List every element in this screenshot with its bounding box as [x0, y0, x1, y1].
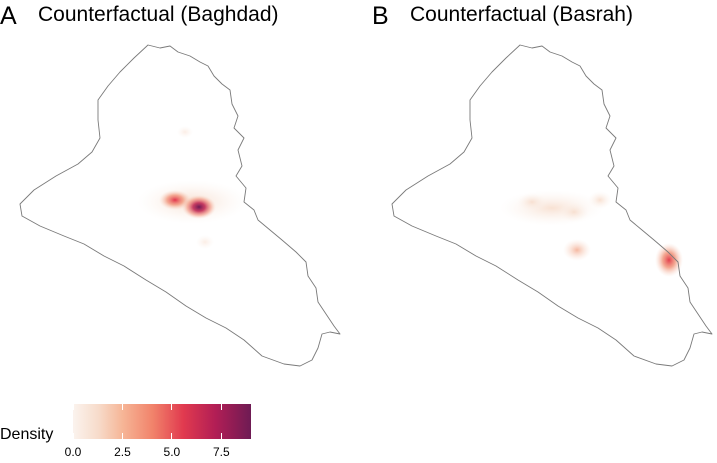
density-faint	[588, 191, 612, 209]
panel-basrah: B Counterfactual (Basrah)	[372, 0, 717, 380]
legend-tick-mark	[220, 433, 222, 439]
panel-title: Counterfactual (Baghdad)	[38, 3, 279, 26]
density-hotspot	[655, 243, 683, 277]
legend-tick-label: 2.5	[114, 445, 131, 459]
density-hotspot	[563, 239, 591, 261]
density-faint	[559, 202, 589, 222]
legend-title: Density	[0, 426, 54, 443]
legend-tick-mark	[121, 433, 123, 439]
panel-letter: B	[372, 2, 389, 30]
density-faint	[177, 126, 193, 138]
legend-tick-label: 7.5	[212, 445, 230, 459]
legend-tick-mark	[220, 404, 222, 410]
density-faint	[196, 235, 214, 249]
legend-tick-mark	[72, 404, 74, 410]
density-legend: Density 0.0 2.5 5.0 7.5	[0, 398, 260, 463]
legend-tick-mark	[121, 404, 123, 410]
legend-tick-mark	[171, 404, 173, 410]
density-blobs	[500, 190, 683, 277]
density-faint	[517, 193, 547, 211]
legend-colorbar	[73, 404, 251, 439]
legend-tick-mark	[72, 433, 74, 439]
legend-tick-mark	[171, 433, 173, 439]
country-border	[391, 44, 713, 367]
legend-tick-label: 5.0	[163, 445, 181, 459]
panel-title: Counterfactual (Basrah)	[410, 3, 633, 26]
country-border	[19, 44, 341, 367]
density-blobs	[137, 126, 247, 249]
legend-tick-label: 0.0	[64, 445, 82, 459]
density-halo	[500, 190, 604, 226]
panel-baghdad: A Counterfactual (Baghdad)	[0, 0, 358, 380]
panel-letter: A	[0, 2, 17, 30]
density-map	[391, 44, 713, 367]
density-map	[19, 44, 341, 367]
density-hotspot	[182, 195, 216, 219]
